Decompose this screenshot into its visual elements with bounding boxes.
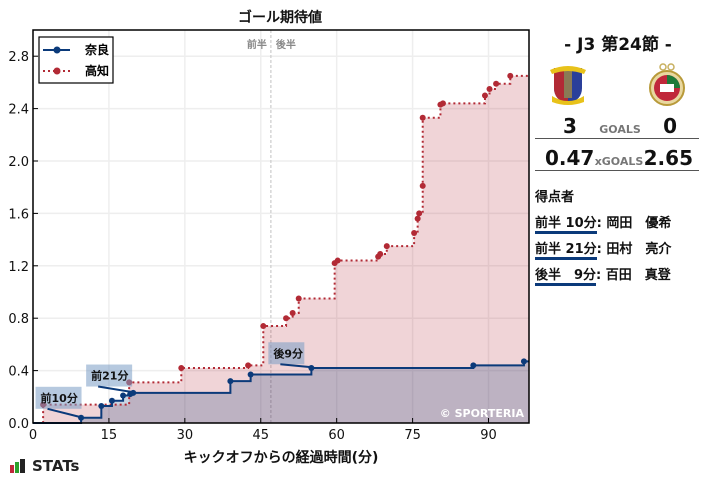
- svg-text:奈良: 奈良: [84, 42, 109, 57]
- svg-text:15: 15: [101, 428, 118, 443]
- svg-text:90: 90: [480, 428, 497, 443]
- scorer-item: 後半 9分: 百田 真登: [535, 264, 671, 286]
- svg-text:2.8: 2.8: [8, 50, 29, 65]
- svg-text:後9分: 後9分: [273, 346, 303, 360]
- svg-text:60: 60: [328, 428, 345, 443]
- scorer-item: 前半 10分: 岡田 優希: [535, 212, 671, 234]
- grid-lines: 前半 後半: [32, 30, 529, 424]
- svg-text:2.4: 2.4: [8, 103, 29, 118]
- svg-text:2.0: 2.0: [8, 155, 29, 170]
- svg-text:0.0: 0.0: [8, 417, 29, 432]
- svg-text:高知: 高知: [85, 63, 109, 78]
- goals-label: GOALS: [599, 123, 641, 136]
- xgoals-label: xGOALS: [594, 155, 644, 168]
- xgoals-row: 0.47 xGOALS 2.65: [535, 146, 699, 171]
- series-areas: [33, 75, 529, 423]
- scorers-list: 得点者 前半 10分: 岡田 優希 前半 21分: 田村 亮介 後半 9分: 百…: [535, 186, 671, 286]
- x-axis-label: キックオフからの経過時間(分): [183, 450, 379, 466]
- axes: 0 15 30 45 60 75 90 0.0 0.4 0.8 1.2 1.6 2.0 2.4 2.8 © S…: [8, 29, 530, 443]
- home-team-logo: [550, 66, 586, 105]
- away-goals: 0: [663, 114, 677, 138]
- scorer-item: 前半 21分: 田村 亮介: [535, 238, 671, 260]
- svg-text:30: 30: [177, 428, 194, 443]
- bar-chart-logo-icon: [10, 459, 25, 473]
- stats-brand: STATs: [10, 457, 79, 475]
- svg-text:0.8: 0.8: [8, 312, 29, 327]
- away-team-logo: [649, 63, 685, 106]
- svg-text:0: 0: [29, 428, 37, 443]
- svg-text:後半: 後半: [276, 38, 296, 51]
- svg-text:© SPORTERIA: © SPORTERIA: [440, 407, 525, 420]
- away-xg: 2.65: [643, 146, 693, 170]
- goals-row: 3 GOALS 0: [535, 114, 699, 139]
- svg-text:75: 75: [404, 428, 421, 443]
- round-label: - J3 第24節 -: [564, 35, 672, 55]
- svg-text:1.2: 1.2: [8, 260, 29, 275]
- chart-title: ゴール期待値: [238, 10, 322, 26]
- svg-text:前半: 前半: [247, 38, 267, 51]
- scorers-heading: 得点者: [535, 190, 575, 205]
- svg-text:前10分: 前10分: [41, 391, 78, 405]
- svg-text:0.4: 0.4: [8, 365, 29, 380]
- svg-text:45: 45: [252, 428, 269, 443]
- home-goals: 3: [563, 114, 577, 138]
- svg-text:前21分: 前21分: [91, 369, 128, 383]
- svg-text:1.6: 1.6: [8, 207, 29, 222]
- home-xg: 0.47: [545, 146, 595, 170]
